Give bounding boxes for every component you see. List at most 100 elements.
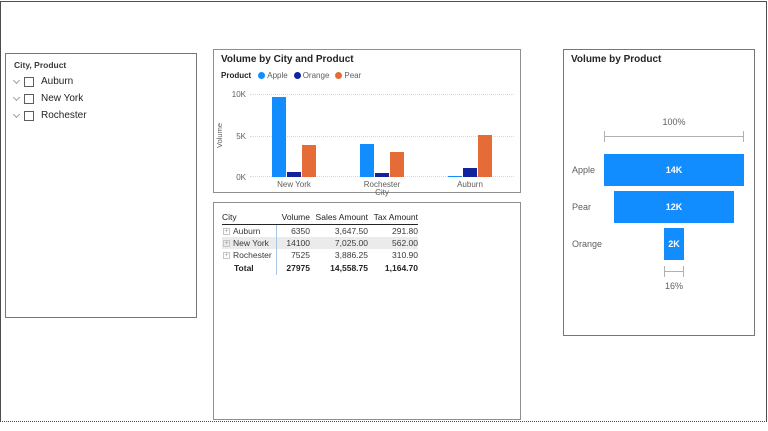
funnel-category-label: Orange — [572, 239, 603, 249]
row-header-city: + Rochester — [222, 250, 276, 260]
legend-item-pear[interactable]: Pear — [335, 71, 361, 80]
row-header-separator — [276, 225, 277, 275]
table-header-row: City Volume Sales Amount Tax Amount — [222, 209, 418, 225]
x-axis-title: City — [375, 188, 389, 197]
funnel-bar-pear[interactable]: 12K — [614, 191, 734, 223]
cell-sales-amount: 7,025.00 — [334, 238, 368, 248]
slicer-item-list: Auburn New York Rochester — [6, 73, 196, 124]
y-tick-label: 0K — [236, 173, 246, 182]
city-product-slicer: City, Product Auburn New York Rochester — [5, 53, 197, 318]
cell-sales-amount: 3,886.25 — [334, 250, 368, 260]
report-page-canvas: City, Product Auburn New York Rochester Vo… — [0, 1, 767, 422]
legend-label: Pear — [344, 71, 362, 80]
bar-orange-rochester[interactable] — [375, 173, 389, 177]
legend-dot-icon — [335, 72, 343, 79]
slicer-checkbox[interactable] — [24, 76, 34, 87]
city-matrix-table: City Volume Sales Amount Tax Amount + Aub… — [213, 202, 521, 420]
cell-volume: 7525 — [291, 250, 310, 260]
legend-item-apple[interactable]: Apple — [258, 71, 288, 80]
table-row-auburn[interactable]: + Auburn 6350 3,647.50 291.80 — [222, 225, 418, 237]
cell-volume: 6350 — [291, 226, 310, 236]
legend-title: Product — [221, 71, 252, 80]
chevron-down-icon[interactable] — [12, 110, 21, 118]
col-header-city[interactable]: City — [222, 211, 237, 222]
slicer-title: City, Product — [14, 60, 67, 70]
city-name: Auburn — [233, 226, 261, 236]
funnel-title: Volume by Product — [571, 54, 662, 65]
table-total-row: Total 27975 14,558.75 1,164.70 — [222, 261, 418, 275]
chart-legend: Product Apple Orange Pear — [221, 71, 361, 80]
slicer-checkbox[interactable] — [24, 93, 34, 104]
total-volume: 27975 — [286, 263, 310, 273]
bar-group-rochester — [338, 94, 426, 177]
funnel-value-label: 12K — [665, 202, 683, 212]
bar-pear-auburn[interactable] — [478, 135, 492, 177]
col-header-sales-amount[interactable]: Sales Amount — [315, 211, 368, 222]
bar-orange-auburn[interactable] — [463, 168, 477, 177]
chevron-down-icon[interactable] — [12, 76, 21, 84]
bar-groups — [250, 94, 514, 177]
city-name: New York — [233, 238, 269, 248]
slicer-item-new-york[interactable]: New York — [6, 90, 196, 107]
funnel-category-label: Apple — [572, 165, 596, 175]
bar-orange-new-york[interactable] — [287, 172, 301, 177]
legend-items: Apple Orange Pear — [258, 71, 361, 80]
total-tax-amount: 1,164.70 — [384, 263, 418, 273]
funnel-category-label: Pear — [572, 202, 592, 212]
slicer-item-label: Rochester — [41, 110, 87, 121]
x-axis-category-labels: New York Rochester Auburn — [250, 180, 514, 189]
funnel-value-label: 2K — [668, 239, 680, 249]
expand-row-icon[interactable]: + — [223, 227, 230, 235]
cell-tax-amount: 562.00 — [392, 238, 418, 248]
table-row-new-york[interactable]: + New York 14100 7,025.00 562.00 — [222, 237, 418, 249]
row-header-city: + New York — [222, 238, 276, 248]
funnel-bottom-bracket — [664, 266, 684, 277]
slicer-checkbox[interactable] — [24, 110, 34, 121]
y-tick-label: 5K — [236, 131, 246, 141]
cell-tax-amount: 291.80 — [392, 226, 418, 236]
legend-dot-icon — [293, 72, 301, 79]
table-row-rochester[interactable]: + Rochester 7525 3,886.25 310.90 — [222, 249, 418, 261]
volume-by-city-product-chart: Volume by City and Product Product Apple… — [213, 49, 521, 197]
bar-apple-new-york[interactable] — [272, 97, 286, 177]
gridline — [250, 94, 514, 95]
row-header-city: + Auburn — [222, 226, 276, 236]
slicer-item-label: New York — [41, 93, 84, 104]
total-label: Total — [234, 263, 254, 273]
chart-title: Volume by City and Product — [221, 54, 354, 65]
gridline — [250, 135, 514, 137]
cell-tax-amount: 310.90 — [392, 250, 418, 260]
legend-item-orange[interactable]: Orange — [293, 71, 330, 80]
x-category-label: Auburn — [457, 180, 483, 189]
col-header-tax-amount[interactable]: Tax Amount — [373, 211, 418, 222]
chevron-down-icon[interactable] — [12, 93, 21, 101]
slicer-item-label: Auburn — [41, 76, 74, 87]
bar-apple-auburn[interactable] — [448, 176, 462, 177]
bar-apple-rochester[interactable] — [360, 144, 374, 177]
col-header-volume[interactable]: Volume — [281, 211, 310, 222]
bar-group-new-york — [250, 94, 338, 177]
slicer-item-rochester[interactable]: Rochester — [6, 107, 196, 124]
expand-row-icon[interactable]: + — [223, 251, 230, 259]
bar-pear-new-york[interactable] — [302, 145, 316, 177]
cell-volume: 14100 — [286, 238, 310, 248]
funnel-bar-apple[interactable]: 14K — [604, 154, 744, 186]
legend-label: Orange — [302, 71, 330, 80]
table-body: + Auburn 6350 3,647.50 291.80 + New York 14100 7… — [222, 225, 418, 275]
y-tick-label: 10K — [231, 90, 246, 99]
slicer-item-auburn[interactable]: Auburn — [6, 73, 196, 90]
legend-dot-icon — [258, 72, 266, 79]
funnel-bar-orange[interactable]: 2K — [664, 228, 684, 260]
legend-label: Apple — [267, 71, 288, 80]
city-name: Rochester — [233, 250, 272, 260]
funnel-top-percent-label: 100% — [662, 117, 686, 127]
expand-row-icon[interactable]: + — [223, 239, 230, 247]
x-category-label: New York — [277, 180, 311, 189]
cell-sales-amount: 3,647.50 — [334, 226, 368, 236]
table: City Volume Sales Amount Tax Amount + Aub… — [222, 209, 418, 275]
bar-pear-rochester[interactable] — [390, 152, 404, 177]
total-sales-amount: 14,558.75 — [330, 263, 368, 273]
x-category-label: Rochester — [363, 180, 401, 189]
funnel-value-label: 14K — [665, 165, 683, 175]
volume-by-product-funnel: Volume by Product 100% Apple 14K Pear 12K Or… — [563, 49, 755, 336]
